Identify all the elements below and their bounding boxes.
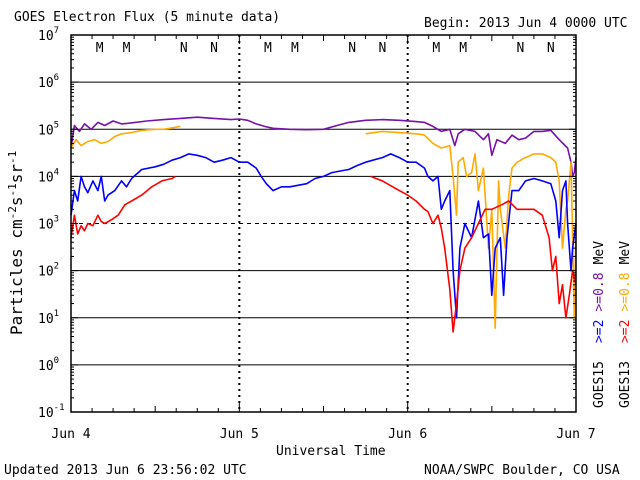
y-tick-exponent: 0: [54, 356, 59, 366]
y-tick-exponent: 7: [54, 26, 59, 36]
y-tick-mantissa: 10: [38, 406, 54, 421]
x-axis-ticks: Jun 4 Jun 5 Jun 6 Jun 7: [51, 35, 596, 442]
marker-M-4: M: [264, 41, 272, 56]
y-tick-label-1e3: 103: [38, 215, 59, 233]
marker-N-2: N: [180, 41, 188, 56]
y-axis-label-base: Particles cm: [7, 219, 26, 335]
y-tick-exponent: 4: [54, 167, 59, 177]
marker-N-11: N: [547, 41, 555, 56]
marker-N-6: N: [348, 41, 356, 56]
y-tick-mantissa: 10: [38, 312, 54, 327]
legend-goes15-ge08: >=0.8: [592, 272, 607, 311]
y-axis-label-exp3: -1: [6, 151, 19, 164]
marker-N-10: N: [517, 41, 525, 56]
y-tick-label-1e5: 105: [38, 120, 59, 138]
y-axis-label-mid2: sr: [7, 164, 26, 184]
y-tick-exponent: 6: [54, 73, 59, 83]
y-tick-mantissa: 10: [38, 170, 54, 185]
y-tick-label-1e2: 102: [38, 262, 59, 280]
x-tick-label-2: Jun 6: [388, 427, 427, 442]
x-tick-label-3: Jun 7: [556, 427, 595, 442]
y-tick-label-1e4: 104: [38, 167, 59, 185]
x-axis-label: Universal Time: [276, 444, 386, 459]
series-line-2: [70, 153, 577, 319]
series-lines: [70, 116, 577, 333]
y-tick-exponent: 5: [54, 120, 59, 130]
y-tick-mantissa: 10: [38, 123, 54, 138]
legend-goes13-ge08: >=0.8: [618, 272, 633, 311]
y-tick-exponent: 3: [54, 215, 59, 225]
legend-goes13-label: GOES13: [618, 361, 633, 408]
legend-goes15-mev: MeV: [592, 241, 607, 265]
y-tick-exponent: 1: [54, 309, 59, 319]
y-axis-label: Particles cm-2s-1sr-1: [6, 151, 26, 335]
series-line-3: [70, 175, 577, 333]
marker-N-3: N: [210, 41, 218, 56]
y-axis-label-mid: s: [7, 197, 26, 207]
right-legend: GOES15 >=2 >=0.8 MeV GOES13 >=2 >=0.8 MeV: [592, 241, 633, 408]
legend-goes15-column: GOES15 >=2 >=0.8 MeV: [592, 241, 607, 408]
y-tick-mantissa: 10: [38, 218, 54, 233]
marker-M-5: M: [291, 41, 299, 56]
y-tick-mantissa: 10: [38, 29, 54, 44]
credit-label: NOAA/SWPC Boulder, CO USA: [424, 463, 620, 478]
legend-goes13-column: GOES13 >=2 >=0.8 MeV: [618, 241, 633, 408]
y-tick-label-1e-1: 10-1: [38, 403, 65, 421]
marker-M-1: M: [123, 41, 131, 56]
legend-goes13-mev: MeV: [618, 241, 633, 265]
series-line-0: [70, 116, 577, 178]
legend-goes15-label: GOES15: [592, 361, 607, 408]
legend-goes13-ge2: >=2: [618, 320, 633, 343]
y-tick-mantissa: 10: [38, 76, 54, 91]
y-tick-label-1e6: 106: [38, 73, 59, 91]
begin-label: Begin: 2013 Jun 4 0000 UTC: [424, 16, 628, 31]
y-axis-label-exp2: -1: [6, 183, 19, 196]
series-line-1: [70, 125, 577, 329]
y-tick-label-1e7: 107: [38, 26, 59, 44]
marker-N-7: N: [379, 41, 387, 56]
marker-M-9: M: [459, 41, 467, 56]
y-axis-label-exp1: -2: [6, 206, 19, 219]
y-tick-label-1e0: 100: [38, 356, 59, 374]
legend-goes15-ge2: >=2: [592, 320, 607, 343]
x-tick-label-0: Jun 4: [51, 427, 90, 442]
marker-M-0: M: [96, 41, 104, 56]
y-tick-mantissa: 10: [38, 359, 54, 374]
y-tick-exponent: -1: [54, 403, 65, 413]
updated-timestamp: Updated 2013 Jun 6 23:56:02 UTC: [4, 463, 247, 478]
y-tick-label-1e1: 101: [38, 309, 59, 327]
y-tick-mantissa: 10: [38, 265, 54, 280]
marker-M-8: M: [432, 41, 440, 56]
x-tick-label-1: Jun 5: [220, 427, 259, 442]
chart-title: GOES Electron Flux (5 minute data): [14, 10, 280, 25]
y-tick-exponent: 2: [54, 262, 59, 272]
